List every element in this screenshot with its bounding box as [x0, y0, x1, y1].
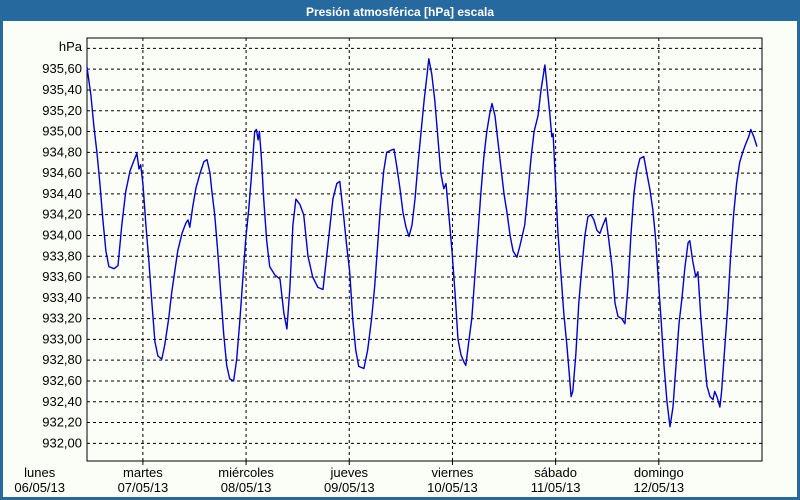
y-tick-label: 935,20 [42, 103, 82, 118]
y-tick-label: 934,00 [42, 227, 82, 242]
y-tick-label: 933,60 [42, 269, 82, 284]
x-day-name: lunes [24, 465, 56, 480]
y-tick-label: 935,40 [42, 82, 82, 97]
y-tick-label: 934,20 [42, 207, 82, 222]
pressure-line [86, 58, 758, 428]
y-tick-label: 934,60 [42, 165, 82, 180]
x-day-date: 09/05/13 [324, 480, 375, 495]
plot-border [86, 37, 763, 462]
x-day-date: 12/05/13 [634, 480, 685, 495]
y-tick-label: 933,80 [42, 248, 82, 263]
x-day-date: 10/05/13 [427, 480, 478, 495]
y-tick-label: 934,80 [42, 144, 82, 159]
plot-region: 935,60 935,40 935,20 935,00 934,80 934,60 934,… [3, 21, 797, 497]
window-titlebar: Presión atmosférica [hPa] escala [3, 3, 797, 21]
x-day-name: miércoles [218, 465, 274, 480]
y-tick-label: 933,40 [42, 290, 82, 305]
x-day-date: 08/05/13 [221, 480, 272, 495]
x-day-name: sábado [534, 465, 577, 480]
y-tick-label: 932,40 [42, 394, 82, 409]
pressure-chart: 935,60 935,40 935,20 935,00 934,80 934,60 934,… [14, 37, 763, 495]
y-axis-unit-label: hPa [59, 39, 83, 54]
x-day-name: domingo [634, 465, 684, 480]
y-tick-label: 932,60 [42, 373, 82, 388]
x-day-date: 07/05/13 [118, 480, 169, 495]
x-day-name: viernes [431, 465, 473, 480]
y-tick-label: 932,20 [42, 415, 82, 430]
y-tick-label: 932,00 [42, 435, 82, 450]
y-tick-label: 934,40 [42, 186, 82, 201]
y-tick-label: 935,60 [42, 61, 82, 76]
y-tick-label: 932,80 [42, 352, 82, 367]
x-day-date: 06/05/13 [14, 480, 65, 495]
y-tick-label: 933,00 [42, 331, 82, 346]
window-title: Presión atmosférica [hPa] escala [305, 5, 495, 19]
x-day-name: jueves [329, 465, 368, 480]
x-day-name: martes [123, 465, 163, 480]
y-tick-label: 935,00 [42, 124, 82, 139]
x-day-date: 11/05/13 [531, 480, 581, 495]
y-tick-label: 933,20 [42, 311, 82, 326]
